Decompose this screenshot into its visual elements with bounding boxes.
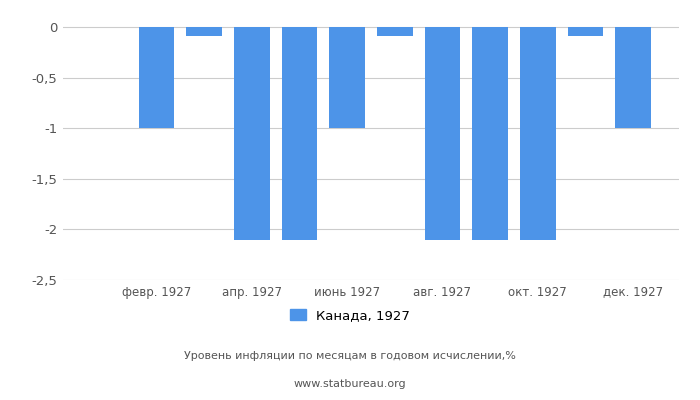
Text: Уровень инфляции по месяцам в годовом исчислении,%: Уровень инфляции по месяцам в годовом ис… — [184, 351, 516, 361]
Bar — [520, 27, 556, 240]
Bar — [281, 27, 317, 240]
Bar — [234, 27, 270, 240]
Bar — [186, 27, 222, 36]
Bar — [568, 27, 603, 36]
Bar — [377, 27, 413, 36]
Bar — [329, 27, 365, 128]
Bar — [425, 27, 461, 240]
Bar — [473, 27, 508, 240]
Bar — [139, 27, 174, 128]
Bar — [615, 27, 651, 128]
Text: www.statbureau.org: www.statbureau.org — [294, 379, 406, 389]
Legend: Канада, 1927: Канада, 1927 — [290, 308, 410, 322]
